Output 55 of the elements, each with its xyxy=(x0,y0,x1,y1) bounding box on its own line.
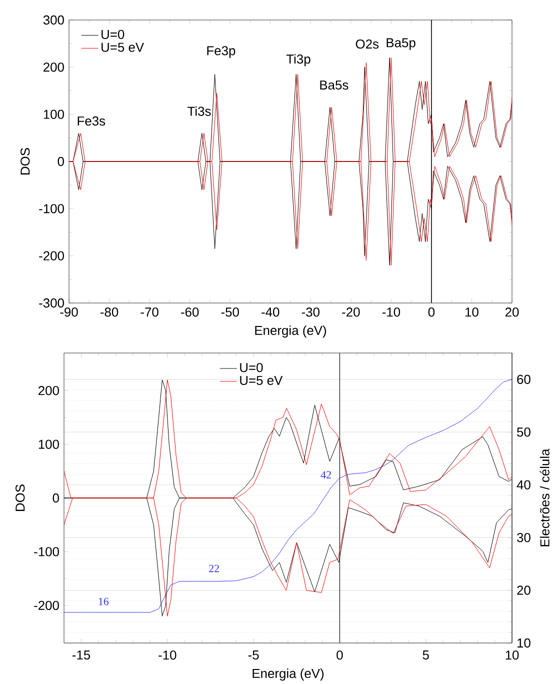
y-axis-title: DOS xyxy=(16,484,25,511)
annotation: Ba5s xyxy=(320,80,348,90)
x-tick-label: 0 xyxy=(336,650,343,660)
annotation: 22 xyxy=(209,564,219,572)
y-tick-label: 100 xyxy=(38,440,59,449)
y-tick-label: 300 xyxy=(43,15,64,25)
x-tick-label: -5 xyxy=(248,650,259,660)
x-tick-label: -15 xyxy=(72,650,90,660)
y-tick-label: 100 xyxy=(44,110,64,119)
x-tick-label: 10 xyxy=(506,650,519,660)
annotation: Ti3s xyxy=(188,106,211,116)
x-tick-label: -60 xyxy=(181,308,199,317)
y-tick-label: 200 xyxy=(44,62,64,72)
y2-tick-label: 20 xyxy=(517,586,530,595)
y-tick-label: -300 xyxy=(39,298,64,308)
x-tick-label: 10 xyxy=(466,308,478,317)
annotation: 16 xyxy=(98,598,109,606)
legend-label: U=5 eV xyxy=(102,42,144,52)
y-tick-label: 0 xyxy=(58,156,64,166)
annotation: Ti3p xyxy=(286,54,310,66)
legend-label: U=5 eV xyxy=(240,376,283,385)
x-tick-label: -10 xyxy=(158,650,176,660)
legend-label: U=0 xyxy=(102,30,124,40)
y-axis-title: DOS xyxy=(20,148,30,174)
x-tick-label: -70 xyxy=(140,308,158,317)
x-tick-label: -20 xyxy=(342,308,360,317)
x-axis-title: Energia (eV) xyxy=(255,326,326,338)
y-tick-label: -100 xyxy=(34,547,59,556)
y2-tick-label: 40 xyxy=(516,480,530,490)
x-tick-label: -30 xyxy=(302,308,320,317)
x-tick-label: -80 xyxy=(100,308,118,317)
y-tick-label: -200 xyxy=(39,251,64,260)
x-axis-title: Energia (eV) xyxy=(252,668,324,681)
x-tick-label: -90 xyxy=(60,308,78,317)
y2-tick-label: 50 xyxy=(517,428,530,437)
y2-tick-label: 10 xyxy=(518,638,530,648)
x-tick-label: -40 xyxy=(262,308,280,317)
annotation: Ba5p xyxy=(386,38,416,50)
annotation: Fe3p xyxy=(207,46,236,58)
annotation: 42 xyxy=(320,471,331,478)
y-tick-label: -200 xyxy=(34,600,59,610)
y-tick-label: -100 xyxy=(39,204,64,214)
x-tick-label: -50 xyxy=(221,308,239,317)
y2-tick-label: 30 xyxy=(517,532,530,542)
y2-axis-title: Electrões / célula xyxy=(540,448,550,546)
y-tick-label: 200 xyxy=(38,386,59,396)
y-tick-label: 0 xyxy=(52,493,59,503)
annotation: Fe3s xyxy=(78,116,106,126)
x-tick-label: 0 xyxy=(428,308,435,317)
x-tick-label: 5 xyxy=(422,650,429,660)
x-tick-label: 20 xyxy=(505,308,519,317)
annotation: O2s xyxy=(356,39,379,49)
legend-label: U=0 xyxy=(240,362,263,372)
x-tick-label: -10 xyxy=(382,308,400,317)
y2-tick-label: 60 xyxy=(517,374,530,384)
